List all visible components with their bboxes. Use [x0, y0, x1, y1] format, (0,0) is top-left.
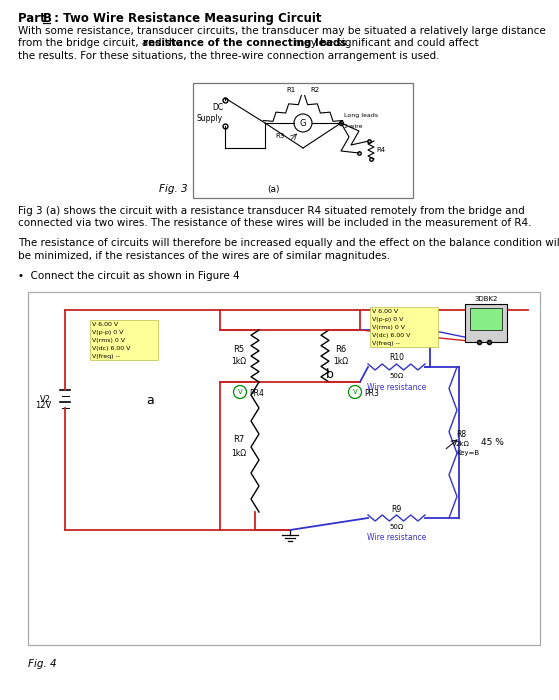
- Text: R7: R7: [233, 435, 245, 444]
- Text: G: G: [300, 118, 306, 127]
- Text: With some resistance, transducer circuits, the transducer may be situated a rela: With some resistance, transducer circuit…: [18, 26, 546, 36]
- Text: 3DBK2: 3DBK2: [475, 296, 498, 302]
- Text: V(p-p) 0 V: V(p-p) 0 V: [372, 317, 404, 322]
- Text: V(dc) 6.00 V: V(dc) 6.00 V: [92, 346, 130, 351]
- Text: 1kΩ: 1kΩ: [333, 358, 349, 367]
- Text: 12V: 12V: [35, 400, 51, 410]
- Text: 45 %: 45 %: [481, 438, 504, 447]
- Text: 2kΩ: 2kΩ: [456, 440, 470, 447]
- Text: V(freq) --: V(freq) --: [372, 341, 400, 346]
- Text: be minimized, if the resistances of the wires are of similar magnitudes.: be minimized, if the resistances of the …: [18, 251, 390, 261]
- Text: the results. For these situations, the three-wire connection arrangement is used: the results. For these situations, the t…: [18, 51, 439, 61]
- Text: R4: R4: [376, 147, 385, 153]
- Text: R9: R9: [391, 505, 401, 514]
- Text: from the bridge circuit, and the: from the bridge circuit, and the: [18, 38, 185, 48]
- Text: R1: R1: [286, 87, 296, 93]
- Bar: [470, 308, 502, 330]
- Text: resistance of the connecting leads: resistance of the connecting leads: [143, 38, 346, 48]
- Text: DC
Supply: DC Supply: [197, 104, 223, 122]
- Text: V(rms) 0 V: V(rms) 0 V: [92, 338, 125, 343]
- Text: R6: R6: [335, 344, 347, 354]
- Text: R5: R5: [234, 344, 245, 354]
- Text: •  Connect the circuit as shown in Figure 4: • Connect the circuit as shown in Figure…: [18, 271, 240, 281]
- Text: V(dc) 6.00 V: V(dc) 6.00 V: [372, 333, 410, 338]
- Text: V: V: [353, 389, 357, 395]
- Text: PR4: PR4: [249, 389, 264, 398]
- Text: 50Ω: 50Ω: [390, 524, 404, 530]
- Text: Wire resistance: Wire resistance: [367, 382, 426, 391]
- Text: a: a: [146, 393, 154, 407]
- Text: Key=B: Key=B: [456, 449, 479, 456]
- Text: V 6.00 V: V 6.00 V: [372, 309, 398, 314]
- Bar: [90, 320, 158, 360]
- Text: Part: Part: [18, 12, 50, 25]
- Text: V2: V2: [40, 395, 51, 403]
- Text: PR3: PR3: [364, 389, 379, 398]
- Text: 1kΩ: 1kΩ: [231, 449, 247, 458]
- Text: Wire resistance: Wire resistance: [367, 533, 426, 542]
- Text: Fig. 3: Fig. 3: [159, 184, 188, 194]
- Text: V: V: [238, 389, 243, 395]
- Text: connected via two wires. The resistance of these wires will be included in the m: connected via two wires. The resistance …: [18, 218, 532, 228]
- Text: R10: R10: [389, 354, 404, 363]
- Bar: [465, 304, 507, 342]
- Text: : Two Wire Resistance Measuring Circuit: : Two Wire Resistance Measuring Circuit: [50, 12, 321, 25]
- Text: V(freq) --: V(freq) --: [92, 354, 120, 359]
- Text: R8: R8: [456, 430, 466, 439]
- Text: b: b: [326, 368, 334, 381]
- Text: Fig 3 (a) shows the circuit with a resistance transducer R4 situated remotely fr: Fig 3 (a) shows the circuit with a resis…: [18, 206, 525, 216]
- Text: (a): (a): [267, 185, 280, 194]
- Text: 1kΩ: 1kΩ: [231, 358, 247, 367]
- Text: R3: R3: [276, 132, 285, 139]
- Text: R2: R2: [310, 87, 320, 93]
- Bar: [193, 83, 413, 198]
- Text: may be significant and could affect: may be significant and could affect: [291, 38, 479, 48]
- Bar: [370, 307, 438, 347]
- Text: Fig. 4: Fig. 4: [28, 659, 56, 669]
- Text: 50Ω: 50Ω: [390, 373, 404, 379]
- Text: The resistance of circuits will therefore be increased equally and the effect on: The resistance of circuits will therefor…: [18, 239, 559, 248]
- Text: V 6.00 V: V 6.00 V: [92, 322, 118, 327]
- Text: V(p-p) 0 V: V(p-p) 0 V: [92, 330, 124, 335]
- Bar: [28, 292, 540, 645]
- Text: B: B: [43, 12, 52, 25]
- Text: Long leads: Long leads: [344, 113, 378, 118]
- Text: V(rms) 0 V: V(rms) 0 V: [372, 325, 405, 330]
- Text: 2-wire: 2-wire: [344, 124, 363, 129]
